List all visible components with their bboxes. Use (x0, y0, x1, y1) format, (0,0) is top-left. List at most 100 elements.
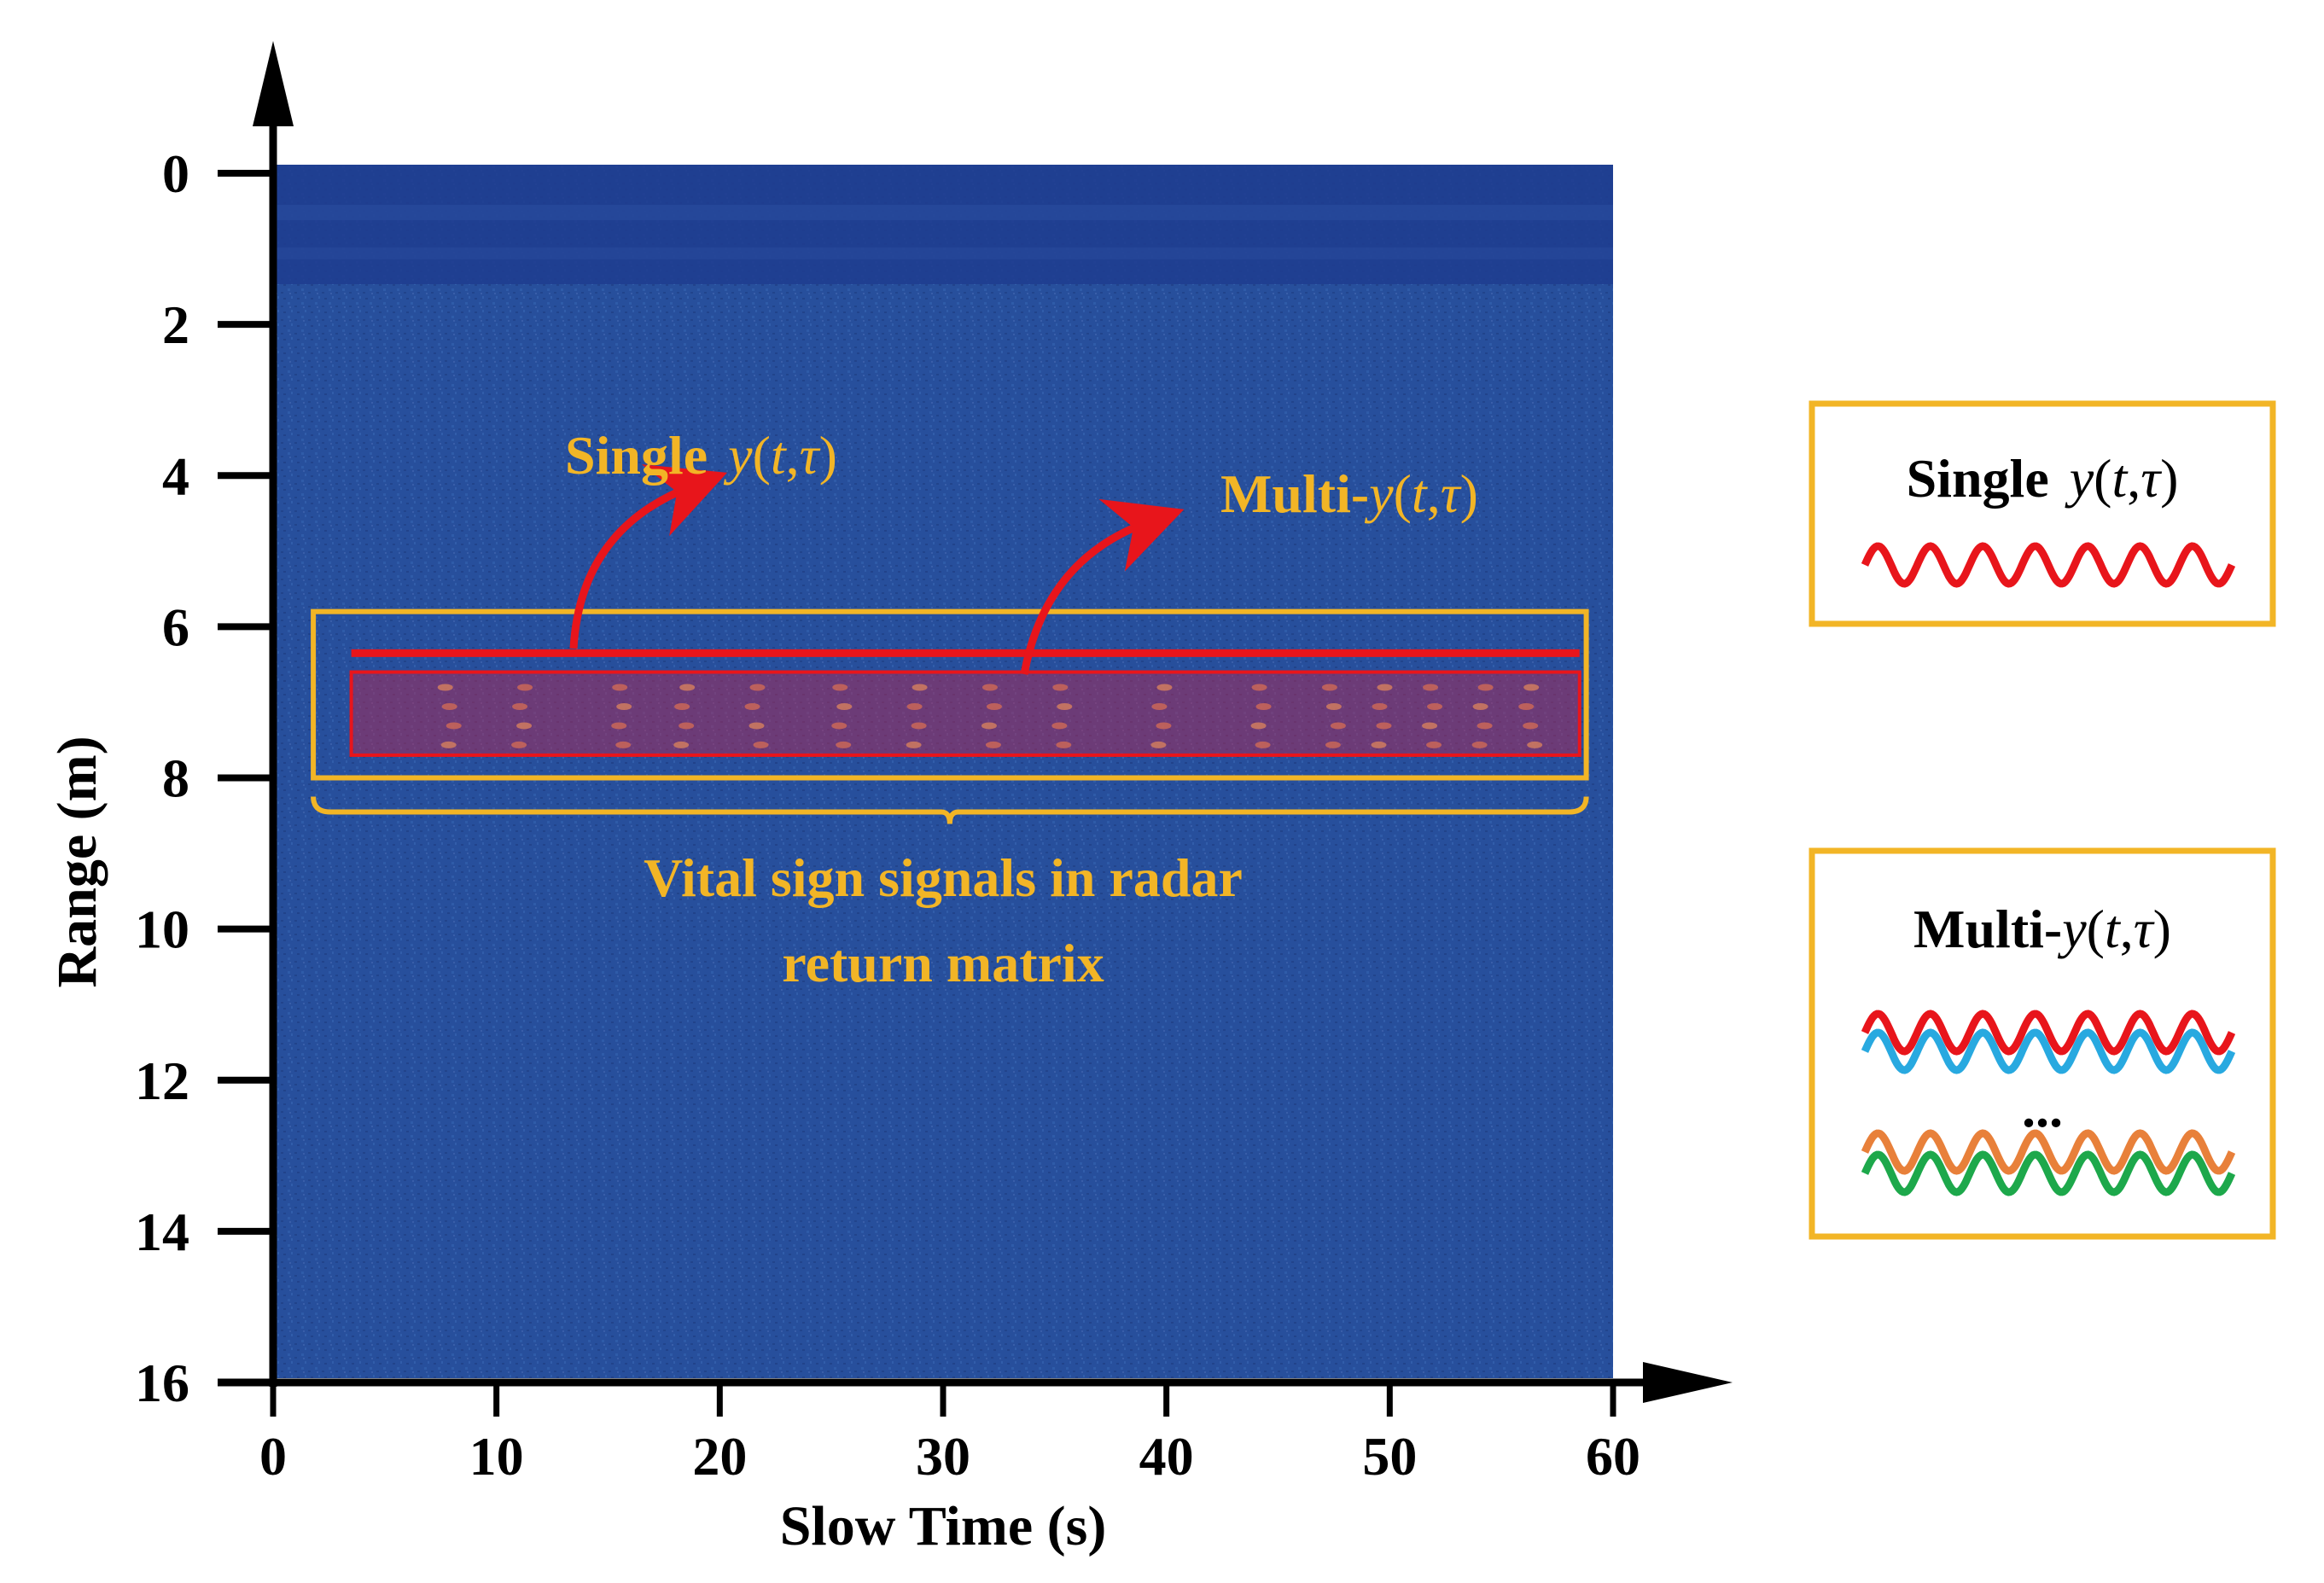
multi-arrow (1020, 498, 1185, 675)
heatmap (273, 165, 1613, 1378)
speckle (1471, 741, 1488, 748)
speckle (985, 741, 1001, 748)
speckle (906, 702, 923, 710)
legend-multi-ellipsis: ... (2022, 1078, 2063, 1138)
speckle (679, 684, 696, 691)
speckle (1251, 684, 1267, 691)
speckle (516, 722, 533, 730)
speckle (1250, 722, 1267, 730)
speckle (611, 722, 627, 730)
speckle (906, 741, 922, 748)
legend-single-title: Single y(t,τ) (1907, 448, 2179, 509)
speckle (1372, 702, 1388, 710)
x-ticks: 0 10 20 30 40 50 60 (259, 1382, 1640, 1487)
speckle (1051, 722, 1068, 730)
speckle (1325, 741, 1341, 748)
y-tick-label: 8 (162, 748, 189, 809)
speckle (615, 741, 632, 748)
speckle (612, 684, 628, 691)
legend-multi: Multi-y(t,τ) ... (1809, 847, 2276, 1240)
speckle (1518, 702, 1535, 710)
speckle (753, 741, 769, 748)
speckle (981, 722, 997, 730)
speckle (446, 722, 462, 730)
speckle (517, 684, 533, 691)
speckle (986, 702, 1002, 710)
speckle (1156, 722, 1172, 730)
speckle (981, 684, 998, 691)
legend-single-wave-red (1861, 542, 2236, 588)
speckle (1052, 684, 1069, 691)
vital-sign-speckles (437, 684, 1543, 748)
speckle (441, 702, 457, 710)
speckle (1527, 741, 1543, 748)
speckle (832, 684, 848, 691)
speckle (836, 741, 852, 748)
heatmap-top-band-stripe (273, 205, 1613, 220)
speckle (440, 741, 457, 748)
speckle (836, 702, 853, 710)
legend-multi-wave-green (1861, 1150, 2236, 1196)
y-tick-label: 6 (162, 597, 189, 657)
legend-single: Single y(t,τ) (1809, 400, 2276, 627)
x-tick-label: 60 (1586, 1426, 1640, 1487)
single-annotation: Single y(t,τ) (565, 425, 837, 486)
vital-region-box (311, 608, 1589, 781)
speckle (1056, 741, 1072, 748)
speckle (748, 722, 765, 730)
speckle (1477, 722, 1493, 730)
y-tick-label: 2 (162, 294, 189, 355)
heatmap-background (273, 165, 1613, 1378)
speckle (1422, 722, 1438, 730)
vital-region-label-line1: Vital sign signals in radar (644, 847, 1243, 908)
speckle (1477, 684, 1494, 691)
vital-region-brace (311, 796, 1589, 824)
y-tick-label: 16 (135, 1353, 189, 1413)
speckle (1057, 702, 1073, 710)
speckle (1523, 722, 1539, 730)
speckle (1255, 702, 1272, 710)
x-axis-title: Slow Time (s) (780, 1495, 1107, 1557)
y-tick-label: 0 (162, 143, 189, 204)
speckle (1371, 741, 1387, 748)
speckle (674, 702, 690, 710)
speckle (679, 722, 695, 730)
y-axis-title: Range (m) (46, 736, 108, 987)
x-tick-label: 10 (469, 1426, 524, 1487)
speckle (616, 702, 632, 710)
speckle (1151, 702, 1168, 710)
speckle (1426, 741, 1442, 748)
speckle (749, 684, 766, 691)
speckle (437, 684, 453, 691)
x-tick-label: 40 (1139, 1426, 1194, 1487)
legend-multi-wave-blue (1861, 1028, 2236, 1074)
speckle (1156, 684, 1173, 691)
speckle (912, 684, 928, 691)
speckle (744, 702, 760, 710)
single-arrow (569, 464, 727, 649)
legend-single-box (1809, 400, 2276, 627)
speckle (911, 722, 927, 730)
speckle (1427, 702, 1443, 710)
x-tick-label: 30 (916, 1426, 970, 1487)
speckle (831, 722, 847, 730)
speckle (1330, 722, 1346, 730)
y-tick-label: 12 (135, 1050, 189, 1111)
y-tick-label: 14 (135, 1202, 189, 1262)
speckle (673, 741, 690, 748)
y-ticks: 0 2 4 6 8 10 12 14 16 (135, 143, 273, 1413)
x-tick-label: 0 (259, 1426, 287, 1487)
speckle (1377, 684, 1393, 691)
multi-bin-box (349, 670, 1581, 757)
vital-region-label-line2: return matrix (782, 933, 1104, 993)
y-tick-label: 10 (135, 899, 189, 960)
legend-multi-wave-red (1861, 1010, 2236, 1056)
speckle (1472, 702, 1488, 710)
x-axis-arrowhead (1643, 1362, 1733, 1403)
speckle (1150, 741, 1167, 748)
speckle (511, 741, 527, 748)
heatmap-top-band (273, 165, 1613, 284)
y-axis-arrowhead (253, 41, 294, 126)
speckle (1321, 684, 1337, 691)
